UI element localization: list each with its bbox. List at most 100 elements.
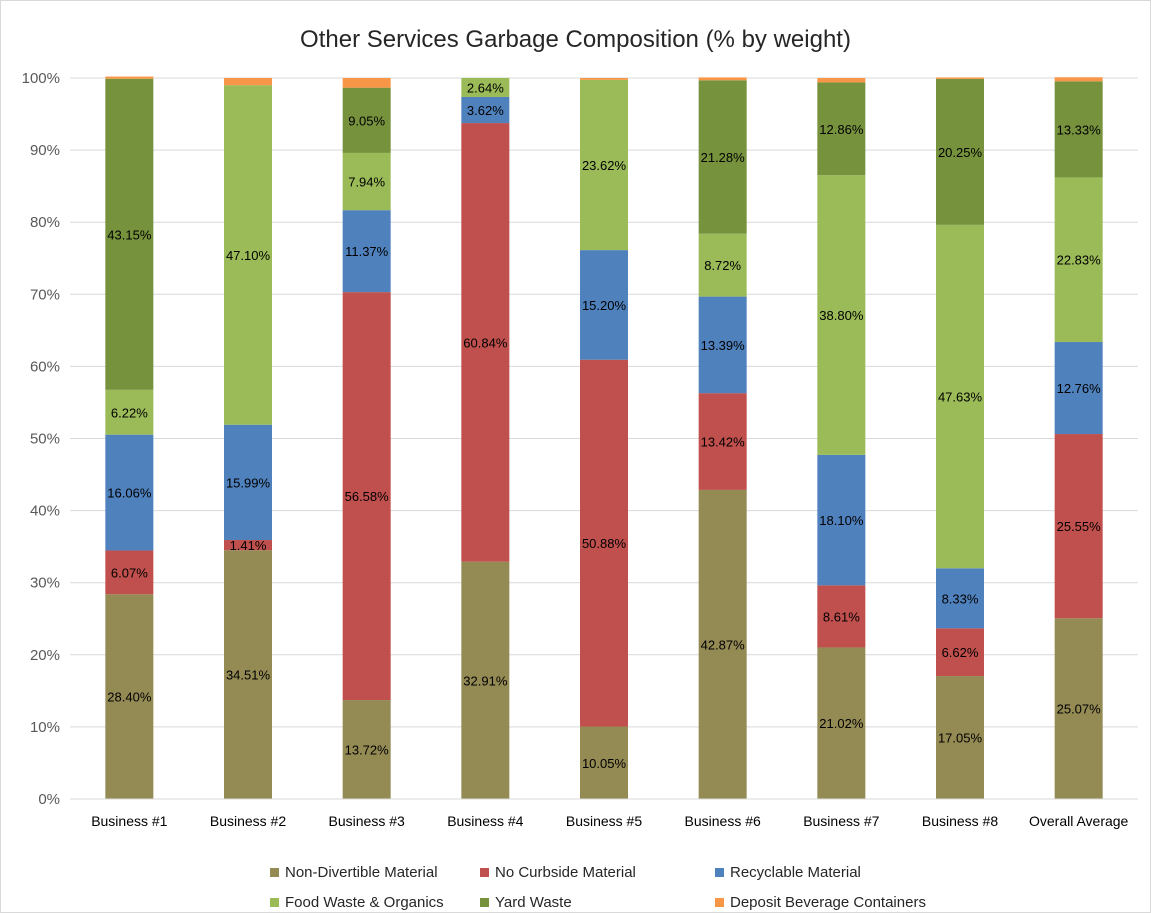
- data-labels: 28.40% 6.07% 16.06% 6.22% 43.15% 34.51% 1.41% 1…: [107, 80, 1101, 770]
- x-tick-label: Overall Average: [1029, 813, 1129, 829]
- legend-swatch: [270, 898, 279, 907]
- x-tick-label: Business #5: [566, 813, 642, 829]
- legend-label: Recyclable Material: [730, 864, 861, 881]
- legend-label: No Curbside Material: [495, 864, 636, 881]
- data-label: 20.25%: [938, 145, 983, 160]
- bar-segment: [224, 78, 272, 86]
- data-label: 34.51%: [226, 668, 271, 683]
- bar-segment: [342, 152, 391, 211]
- bar-segment: [936, 78, 984, 225]
- bar-segment: [342, 210, 391, 293]
- bar-segment: [936, 676, 984, 799]
- x-tick-label: Business #7: [803, 813, 879, 829]
- data-label: 6.62%: [942, 645, 979, 660]
- bar-segment: [224, 424, 272, 541]
- data-label: 13.39%: [701, 338, 746, 353]
- data-label: 42.87%: [701, 637, 746, 652]
- data-label: 13.33%: [1057, 122, 1102, 137]
- bar-segment: [580, 79, 628, 251]
- y-tick-label: 30%: [30, 575, 60, 592]
- bar-segment: [817, 647, 866, 799]
- chart-title: Other Services Garbage Composition (% by…: [300, 26, 851, 53]
- bar-segment: [342, 78, 391, 88]
- bar-segment: [698, 296, 747, 394]
- data-label: 8.33%: [942, 591, 979, 606]
- data-label: 2.64%: [467, 80, 504, 95]
- bars: [105, 76, 1103, 799]
- x-tick-label: Business #1: [91, 813, 167, 829]
- data-label: 25.07%: [1057, 702, 1102, 717]
- bar-segment: [224, 85, 272, 425]
- legend-swatch: [480, 868, 489, 877]
- bar-segment: [1054, 618, 1103, 799]
- data-label: 1.41%: [230, 538, 267, 553]
- data-label: 13.72%: [345, 743, 390, 758]
- data-label: 22.83%: [1057, 253, 1102, 268]
- legend-swatch: [715, 898, 724, 907]
- legend-item: Recyclable Material: [715, 864, 861, 881]
- data-label: 38.80%: [819, 308, 864, 323]
- bar-segment: [817, 175, 866, 455]
- legend-label: Non-Divertible Material: [285, 864, 438, 881]
- data-label: 60.84%: [463, 335, 508, 350]
- y-tick-label: 70%: [30, 286, 60, 303]
- bar-segment: [224, 540, 272, 551]
- data-label: 18.10%: [819, 513, 864, 528]
- bar-segment: [461, 77, 510, 97]
- legend-label: Food Waste & Organics: [285, 894, 444, 911]
- bar-segment: [105, 550, 154, 595]
- y-tick-label: 90%: [30, 142, 60, 159]
- data-label: 15.99%: [226, 475, 271, 490]
- data-label: 3.62%: [467, 103, 504, 118]
- data-label: 9.05%: [348, 113, 385, 128]
- legend-swatch: [270, 868, 279, 877]
- data-label: 16.06%: [107, 486, 152, 501]
- y-tick-label: 20%: [30, 647, 60, 664]
- data-label: 21.02%: [819, 716, 864, 731]
- bar-segment: [580, 250, 628, 360]
- legend-swatch: [480, 898, 489, 907]
- bar-segment: [105, 76, 154, 79]
- legend-item: Deposit Beverage Containers: [715, 894, 926, 911]
- data-label: 12.76%: [1057, 381, 1102, 396]
- bar-segment: [698, 393, 747, 490]
- x-tick-label: Business #8: [922, 813, 998, 829]
- data-label: 7.94%: [348, 175, 385, 190]
- x-tick-label: Business #3: [329, 813, 405, 829]
- data-label: 12.86%: [819, 122, 864, 137]
- bar-segment: [580, 726, 628, 799]
- data-label: 6.07%: [111, 565, 148, 580]
- data-label: 47.10%: [226, 248, 271, 263]
- data-label: 28.40%: [107, 690, 152, 705]
- bar-segment: [817, 585, 866, 648]
- bar-segment: [817, 82, 866, 176]
- bar-segment: [936, 224, 984, 569]
- bar-segment: [580, 78, 628, 80]
- y-axis: 0% 10% 20% 30% 40% 50% 60% 70% 80% 90% 100%: [22, 70, 1138, 808]
- y-tick-label: 10%: [30, 719, 60, 736]
- y-tick-label: 50%: [30, 431, 60, 448]
- data-label: 23.62%: [582, 158, 627, 173]
- bar-segment: [461, 96, 510, 124]
- data-label: 47.63%: [938, 390, 983, 405]
- bar-segment: [105, 594, 154, 799]
- legend-item: Yard Waste: [480, 894, 572, 911]
- legend-swatch: [715, 868, 724, 877]
- bar-segment: [1054, 342, 1103, 435]
- data-label: 32.91%: [463, 673, 508, 688]
- y-tick-label: 0%: [38, 791, 60, 808]
- data-label: 25.55%: [1057, 519, 1102, 534]
- bar-segment: [105, 389, 154, 435]
- bar-segment: [936, 628, 984, 677]
- data-label: 10.05%: [582, 756, 627, 771]
- bar-segment: [342, 87, 391, 153]
- data-label: 15.20%: [582, 298, 627, 313]
- bar-segment: [1054, 81, 1103, 178]
- bar-segment: [580, 359, 628, 727]
- y-tick-label: 40%: [30, 503, 60, 520]
- bar-segment: [698, 489, 747, 799]
- bar-segment: [1054, 177, 1103, 343]
- data-label: 17.05%: [938, 731, 983, 746]
- bar-segment: [817, 454, 866, 586]
- bar-segment: [105, 78, 154, 390]
